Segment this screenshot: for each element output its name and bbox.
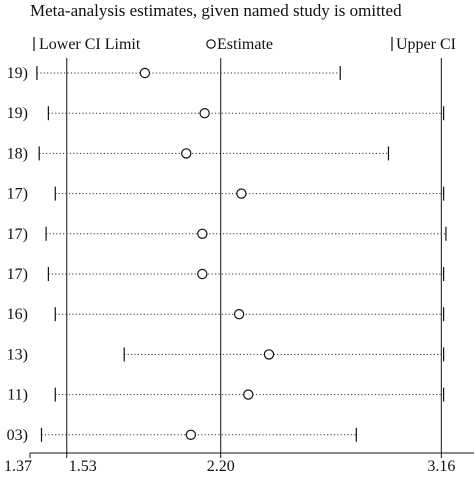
reference-lines <box>66 58 442 453</box>
study-row: 19) <box>7 105 445 122</box>
study-row: 13) <box>7 346 445 363</box>
study-row-label: 17) <box>7 186 28 203</box>
study-rows: 19) 19) 18) 17) 17) 17) 16) 13) 11) 03) <box>7 65 447 444</box>
study-row: 11) <box>7 387 445 404</box>
legend-lower-ci-label: Lower CI Limit <box>39 36 141 53</box>
study-row-label: 19) <box>7 65 28 82</box>
study-row: 17) <box>7 186 445 203</box>
x-tick-label: 1.37 <box>4 458 32 474</box>
x-tick-label: 2.20 <box>207 458 235 474</box>
study-row-label: 13) <box>7 346 28 363</box>
estimate-point <box>199 107 210 119</box>
legend: Lower CI Limit Estimate Upper CI <box>33 36 456 53</box>
study-row: 19) <box>7 65 341 82</box>
estimate-point <box>197 268 208 280</box>
study-row: 18) <box>7 145 390 162</box>
estimate-point <box>233 309 245 320</box>
x-axis: 1.37 1.53 2.20 3.16 <box>4 452 474 475</box>
estimate-point <box>197 228 208 239</box>
legend-estimate-marker <box>206 39 216 49</box>
estimate-point <box>243 389 254 400</box>
estimate-point <box>263 349 275 360</box>
study-row: 03) <box>7 427 357 444</box>
estimate-point <box>139 67 151 79</box>
legend-estimate-label: Estimate <box>217 36 273 53</box>
study-row: 16) <box>7 306 445 323</box>
estimate-point <box>181 148 192 159</box>
study-row-label: 19) <box>7 105 28 122</box>
study-row-label: 16) <box>7 306 28 323</box>
study-row-label: 18) <box>7 145 28 162</box>
chart-title: Meta-analysis estimates, given named stu… <box>30 1 402 20</box>
legend-upper-ci-label: Upper CI <box>396 36 456 53</box>
study-row-label: 03) <box>7 427 28 444</box>
estimate-point <box>236 188 247 199</box>
x-tick-label: 1.53 <box>69 458 97 474</box>
study-row: 17) <box>7 266 445 283</box>
study-row-label: 17) <box>7 266 28 283</box>
estimate-point <box>185 429 197 440</box>
study-row-label: 11) <box>7 387 28 404</box>
study-row: 17) <box>7 226 447 243</box>
x-tick-label: 3.16 <box>427 458 455 474</box>
study-row-label: 17) <box>7 226 28 243</box>
